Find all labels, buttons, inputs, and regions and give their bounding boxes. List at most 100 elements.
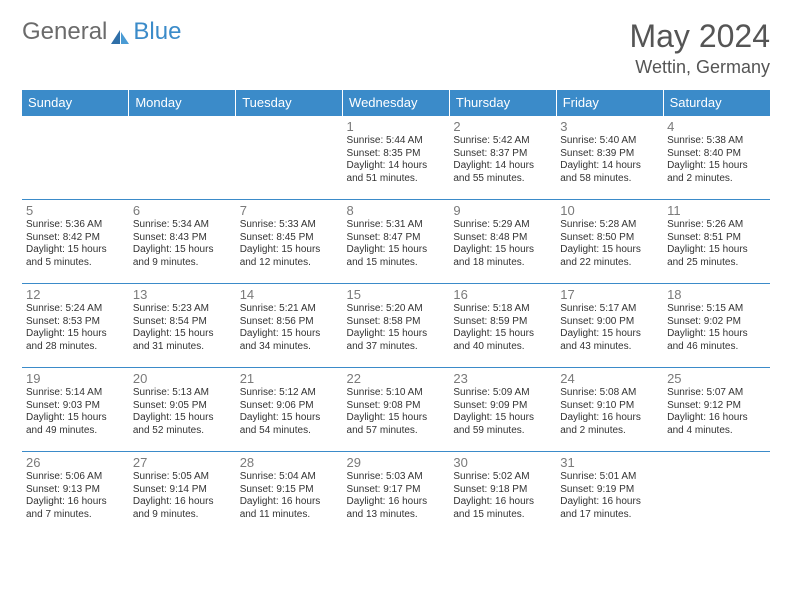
cell-line: Sunrise: 5:23 AM: [133, 303, 232, 316]
dayheader-tuesday: Tuesday: [236, 90, 343, 116]
calendar-cell: 15Sunrise: 5:20 AMSunset: 8:58 PMDayligh…: [343, 284, 450, 368]
day-number: 23: [453, 371, 552, 386]
calendar-cell: 24Sunrise: 5:08 AMSunset: 9:10 PMDayligh…: [556, 368, 663, 452]
cell-details: Sunrise: 5:18 AMSunset: 8:59 PMDaylight:…: [453, 303, 552, 353]
cell-details: Sunrise: 5:07 AMSunset: 9:12 PMDaylight:…: [667, 387, 766, 437]
cell-line: Sunrise: 5:26 AM: [667, 219, 766, 232]
cell-line: Sunset: 8:39 PM: [560, 148, 659, 161]
cell-details: Sunrise: 5:13 AMSunset: 9:05 PMDaylight:…: [133, 387, 232, 437]
cell-line: Sunset: 8:40 PM: [667, 148, 766, 161]
calendar-cell: 23Sunrise: 5:09 AMSunset: 9:09 PMDayligh…: [449, 368, 556, 452]
cell-line: Daylight: 15 hours: [347, 412, 446, 425]
cell-line: Sunset: 8:58 PM: [347, 316, 446, 329]
cell-line: Sunset: 8:51 PM: [667, 232, 766, 245]
cell-line: Daylight: 16 hours: [347, 496, 446, 509]
calendar-cell: 9Sunrise: 5:29 AMSunset: 8:48 PMDaylight…: [449, 200, 556, 284]
cell-line: Sunset: 9:00 PM: [560, 316, 659, 329]
cell-line: and 11 minutes.: [240, 509, 339, 522]
cell-line: Sunset: 8:47 PM: [347, 232, 446, 245]
cell-line: and 15 minutes.: [453, 509, 552, 522]
cell-details: Sunrise: 5:36 AMSunset: 8:42 PMDaylight:…: [26, 219, 125, 269]
cell-line: and 31 minutes.: [133, 341, 232, 354]
cell-line: Sunrise: 5:01 AM: [560, 471, 659, 484]
logo-sail-icon: [110, 24, 130, 40]
cell-line: Daylight: 16 hours: [26, 496, 125, 509]
cell-line: Sunrise: 5:09 AM: [453, 387, 552, 400]
cell-line: Daylight: 16 hours: [453, 496, 552, 509]
day-number: 27: [133, 455, 232, 470]
cell-line: Sunset: 8:59 PM: [453, 316, 552, 329]
cell-details: Sunrise: 5:04 AMSunset: 9:15 PMDaylight:…: [240, 471, 339, 521]
cell-details: Sunrise: 5:44 AMSunset: 8:35 PMDaylight:…: [347, 135, 446, 185]
cell-details: Sunrise: 5:06 AMSunset: 9:13 PMDaylight:…: [26, 471, 125, 521]
cell-line: and 18 minutes.: [453, 257, 552, 270]
cell-line: Sunset: 9:02 PM: [667, 316, 766, 329]
day-number: 5: [26, 203, 125, 218]
cell-details: Sunrise: 5:33 AMSunset: 8:45 PMDaylight:…: [240, 219, 339, 269]
calendar-cell: 21Sunrise: 5:12 AMSunset: 9:06 PMDayligh…: [236, 368, 343, 452]
cell-line: Sunset: 8:42 PM: [26, 232, 125, 245]
logo: General Blue: [22, 18, 181, 46]
cell-line: Daylight: 15 hours: [26, 244, 125, 257]
cell-line: and 2 minutes.: [667, 173, 766, 186]
cell-line: and 12 minutes.: [240, 257, 339, 270]
cell-line: and 22 minutes.: [560, 257, 659, 270]
cell-line: Sunrise: 5:07 AM: [667, 387, 766, 400]
cell-line: Daylight: 16 hours: [560, 412, 659, 425]
day-number: 24: [560, 371, 659, 386]
calendar-cell: 22Sunrise: 5:10 AMSunset: 9:08 PMDayligh…: [343, 368, 450, 452]
cell-details: Sunrise: 5:34 AMSunset: 8:43 PMDaylight:…: [133, 219, 232, 269]
cell-line: Sunset: 9:19 PM: [560, 484, 659, 497]
cell-details: Sunrise: 5:12 AMSunset: 9:06 PMDaylight:…: [240, 387, 339, 437]
cell-line: Daylight: 15 hours: [667, 328, 766, 341]
calendar-cell: 7Sunrise: 5:33 AMSunset: 8:45 PMDaylight…: [236, 200, 343, 284]
calendar-body: 1Sunrise: 5:44 AMSunset: 8:35 PMDaylight…: [22, 116, 770, 536]
cell-line: and 57 minutes.: [347, 425, 446, 438]
title-block: May 2024 Wettin, Germany: [629, 18, 770, 78]
cell-line: Sunrise: 5:06 AM: [26, 471, 125, 484]
calendar-week-row: 1Sunrise: 5:44 AMSunset: 8:35 PMDaylight…: [22, 116, 770, 200]
cell-line: Sunset: 9:15 PM: [240, 484, 339, 497]
cell-line: Sunset: 8:54 PM: [133, 316, 232, 329]
calendar-week-row: 19Sunrise: 5:14 AMSunset: 9:03 PMDayligh…: [22, 368, 770, 452]
cell-details: Sunrise: 5:29 AMSunset: 8:48 PMDaylight:…: [453, 219, 552, 269]
cell-line: Daylight: 15 hours: [133, 244, 232, 257]
calendar-cell: 1Sunrise: 5:44 AMSunset: 8:35 PMDaylight…: [343, 116, 450, 200]
day-number: 6: [133, 203, 232, 218]
dayheader-saturday: Saturday: [663, 90, 770, 116]
cell-line: and 5 minutes.: [26, 257, 125, 270]
cell-line: Sunset: 8:56 PM: [240, 316, 339, 329]
cell-line: Sunset: 9:08 PM: [347, 400, 446, 413]
calendar-cell: 11Sunrise: 5:26 AMSunset: 8:51 PMDayligh…: [663, 200, 770, 284]
cell-line: Daylight: 16 hours: [133, 496, 232, 509]
cell-line: and 7 minutes.: [26, 509, 125, 522]
calendar-cell: 30Sunrise: 5:02 AMSunset: 9:18 PMDayligh…: [449, 452, 556, 536]
calendar-cell: 27Sunrise: 5:05 AMSunset: 9:14 PMDayligh…: [129, 452, 236, 536]
day-number: 11: [667, 203, 766, 218]
cell-details: Sunrise: 5:17 AMSunset: 9:00 PMDaylight:…: [560, 303, 659, 353]
dayheader-sunday: Sunday: [22, 90, 129, 116]
cell-line: and 54 minutes.: [240, 425, 339, 438]
month-title: May 2024: [629, 18, 770, 55]
cell-details: Sunrise: 5:28 AMSunset: 8:50 PMDaylight:…: [560, 219, 659, 269]
cell-line: Daylight: 14 hours: [347, 160, 446, 173]
cell-line: Sunrise: 5:44 AM: [347, 135, 446, 148]
cell-line: Sunset: 9:05 PM: [133, 400, 232, 413]
day-number: 14: [240, 287, 339, 302]
cell-details: Sunrise: 5:02 AMSunset: 9:18 PMDaylight:…: [453, 471, 552, 521]
day-number: 7: [240, 203, 339, 218]
cell-line: Sunrise: 5:20 AM: [347, 303, 446, 316]
cell-line: Sunrise: 5:10 AM: [347, 387, 446, 400]
dayheader-monday: Monday: [129, 90, 236, 116]
day-number: 31: [560, 455, 659, 470]
cell-details: Sunrise: 5:01 AMSunset: 9:19 PMDaylight:…: [560, 471, 659, 521]
cell-line: Sunrise: 5:28 AM: [560, 219, 659, 232]
cell-line: Sunrise: 5:05 AM: [133, 471, 232, 484]
cell-line: Daylight: 15 hours: [347, 244, 446, 257]
cell-details: Sunrise: 5:20 AMSunset: 8:58 PMDaylight:…: [347, 303, 446, 353]
cell-line: Daylight: 15 hours: [453, 412, 552, 425]
cell-line: and 28 minutes.: [26, 341, 125, 354]
cell-line: and 49 minutes.: [26, 425, 125, 438]
cell-line: Sunrise: 5:15 AM: [667, 303, 766, 316]
calendar-cell: 19Sunrise: 5:14 AMSunset: 9:03 PMDayligh…: [22, 368, 129, 452]
